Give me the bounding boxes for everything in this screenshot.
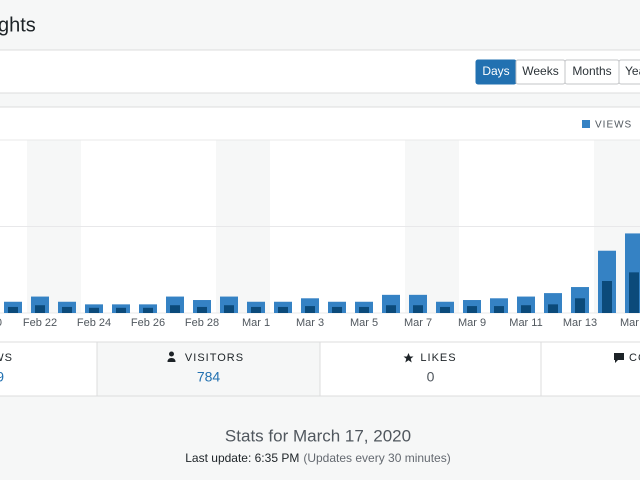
visitors-bar (89, 307, 99, 313)
chart: 0 Feb 22 Feb 24 Feb 26 Feb 28 Mar 1 Mar 3 Mar 5… (0, 120, 640, 329)
summary-icon (403, 353, 414, 363)
summary-cell[interactable] (96, 341, 321, 397)
visitors-bar (170, 305, 180, 313)
summary-cell[interactable] (319, 341, 542, 397)
tab-group: Days Weeks Months Yea (475, 59, 640, 85)
x-tick-label: Mar 3 (296, 317, 324, 329)
legend-swatch (582, 120, 590, 128)
summary-label: LIKES (420, 352, 456, 364)
visitors-bar (35, 305, 45, 313)
visitors-bar (251, 306, 261, 313)
summary-label: VISITORS (185, 352, 244, 364)
visitors-bar (332, 306, 342, 313)
summary-icon (167, 351, 176, 362)
visitors-bar (224, 305, 234, 313)
visitors-bar (278, 306, 288, 313)
summary-cell[interactable] (0, 341, 98, 397)
visitors-bar (629, 272, 639, 313)
visitors-bar (386, 305, 396, 313)
stats-date: Stats for March 17, 2020 (225, 426, 411, 445)
x-tick-label: Mar 7 (404, 317, 432, 329)
visitors-bar (602, 280, 612, 313)
summary-value: 9 (0, 369, 4, 385)
visitors-bar (575, 298, 585, 313)
summary-cell[interactable] (540, 341, 640, 397)
x-tick-label: Mar 9 (458, 317, 486, 329)
x-tick-label: Mar 11 (509, 317, 542, 329)
visitors-bar (359, 306, 369, 313)
visitors-bar (143, 307, 153, 313)
update-note: (Updates every 30 minutes) (303, 451, 450, 465)
visitors-bar (62, 306, 72, 313)
summary-icon (614, 353, 624, 363)
x-tick-label: Feb 28 (185, 317, 219, 329)
x-tick-label: Mar 5 (350, 317, 378, 329)
x-tick-label: Feb 24 (77, 317, 111, 329)
visitors-bar (467, 306, 477, 313)
summary-label: WS (0, 352, 13, 364)
visitors-bar (197, 306, 207, 313)
summary-row: WS 9 VISITORS 784 LIKES 0 CO (0, 341, 640, 397)
x-tick-label: Feb 26 (131, 317, 165, 329)
x-tick-label: 0 (0, 317, 2, 329)
legend-label: VIEWS (595, 120, 632, 131)
x-tick-label: Mar 1 (242, 317, 270, 329)
visitors-bar (548, 304, 558, 313)
visitors-bar (521, 305, 531, 313)
x-tick-label: Feb 22 (23, 317, 57, 329)
visitors-bar (494, 306, 504, 313)
tab-label[interactable]: Months (572, 64, 611, 78)
tab-label[interactable]: Weeks (522, 64, 558, 78)
x-tick-label: Mar 1 (620, 317, 640, 329)
page-title: ghts (0, 14, 36, 36)
visitors-bar (413, 305, 423, 313)
tab-button[interactable] (618, 59, 640, 85)
summary-label: CO (629, 352, 640, 364)
summary-value: 0 (427, 369, 435, 385)
tab-label[interactable]: Yea (625, 64, 640, 78)
x-tick-label: Mar 13 (563, 317, 597, 329)
last-update: Last update: 6:35 PM (185, 451, 299, 465)
visitors-bar (305, 306, 315, 313)
visitors-bar (440, 306, 450, 313)
visitors-bar (116, 307, 126, 313)
visitors-bar (8, 306, 18, 313)
tab-label[interactable]: Days (482, 64, 509, 78)
summary-value: 784 (197, 369, 221, 385)
